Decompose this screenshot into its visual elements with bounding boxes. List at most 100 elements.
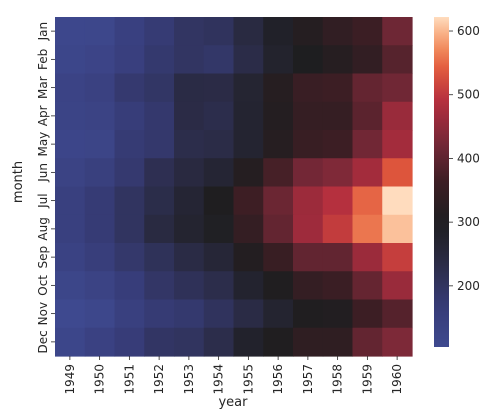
heatmap-cell [233,327,264,357]
heatmap-cell [352,271,383,301]
heatmap-cell [55,130,86,159]
heatmap-cell [203,214,235,244]
y-tick-label: Oct [36,275,50,296]
heatmap-cell [233,45,264,75]
heatmap-cell [233,73,264,103]
colorbar-tick-label: 500 [457,88,480,102]
heatmap-cell [174,327,205,357]
x-tick-label: 1951 [122,364,136,395]
heatmap-cell [322,45,354,75]
y-axis-label: month [11,161,26,203]
heatmap-cell [55,299,86,329]
heatmap-cell [114,271,145,301]
heatmap-cell [84,271,116,301]
heatmap-cell [233,130,264,159]
heatmap-cell [293,186,324,216]
heatmap-cell [114,214,145,244]
heatmap-cell [382,101,413,131]
heatmap-cell [382,243,413,272]
heatmap-cell [174,214,205,244]
y-tick-label: May [36,132,50,157]
heatmap-cell [263,243,294,272]
heatmap-cell [322,243,354,272]
heatmap-cell [55,271,86,301]
heatmap-cell [203,327,235,357]
colorbar-tick-label: 300 [457,215,480,229]
heatmap-cell [114,101,145,131]
y-axis-ticks: Jan Feb Mar Apr May Jun Jul Aug Sep Oct Nov Dec [36,22,55,353]
heatmap-cell [293,158,324,188]
heatmap-cell [263,271,294,301]
heatmap-cell [174,130,205,159]
heatmap-cell [174,158,205,188]
heatmap-cell [203,271,235,301]
heatmap-cell [55,73,86,103]
heatmap-cell [322,214,354,244]
heatmap-cell [114,327,145,357]
heatmap-cell [352,17,383,46]
heatmap-cell [233,271,264,301]
heatmap-cell [382,17,413,46]
x-axis-label: year [218,395,248,410]
heatmap-cell [84,158,116,188]
x-tick-label: 1955 [241,364,255,395]
x-tick-label: 1957 [301,364,315,395]
heatmap-cell [144,299,175,329]
heatmap-cell [382,73,413,103]
heatmap-cell [233,214,264,244]
heatmap-cell [322,101,354,131]
heatmap-cell [293,243,324,272]
heatmap-cell [84,327,116,357]
heatmap-cell [233,243,264,272]
heatmap-cell [322,327,354,357]
y-tick-label: Sep [36,246,50,269]
heatmap-cell [84,186,116,216]
heatmap-cell [55,158,86,188]
heatmap-cell [382,45,413,75]
heatmap-cell [382,271,413,301]
heatmap-cell [84,130,116,159]
x-tick-label: 1956 [271,364,285,395]
heatmap-cell [382,158,413,188]
colorbar-tick-label: 600 [457,24,480,38]
x-tick-label: 1950 [93,364,107,395]
heatmap-cell [55,243,86,272]
heatmap-cell [263,73,294,103]
heatmap-cell [352,327,383,357]
heatmap-cell [382,299,413,329]
heatmap-cell [174,186,205,216]
y-tick-label: Aug [36,217,50,240]
heatmap-cell [352,186,383,216]
heatmap-cell [233,186,264,216]
heatmap-cell [84,243,116,272]
heatmap-cell [322,130,354,159]
heatmap-cell [352,130,383,159]
heatmap-cell [55,101,86,131]
heatmap-cell [203,73,235,103]
heatmap-cell [263,17,294,46]
colorbar-ticks: 200 300 400 500 600 [449,24,480,293]
heatmap-cell [144,271,175,301]
heatmap-cell [233,158,264,188]
y-tick-label: Feb [36,49,50,70]
heatmap-cell [293,17,324,46]
heatmap-cell [203,130,235,159]
heatmap-cell [144,130,175,159]
colorbar-tick-label: 400 [457,151,480,165]
heatmap-cell [144,73,175,103]
heatmap-cell [352,214,383,244]
heatmap-cell [203,17,235,46]
heatmap-cell [352,299,383,329]
y-tick-label: Nov [36,302,50,325]
heatmap-cell [382,186,413,216]
x-axis-ticks: 1949 1950 1951 1952 1953 1954 1955 1956 1957 1958… [63,356,404,395]
heatmap-cell [114,158,145,188]
heatmap-cell [114,299,145,329]
heatmap-cell [322,186,354,216]
x-tick-label: 1959 [360,364,374,395]
heatmap-cell [84,214,116,244]
heatmap-cell [203,186,235,216]
heatmap-cell [322,271,354,301]
heatmap-cell [84,299,116,329]
heatmap-cell [293,299,324,329]
